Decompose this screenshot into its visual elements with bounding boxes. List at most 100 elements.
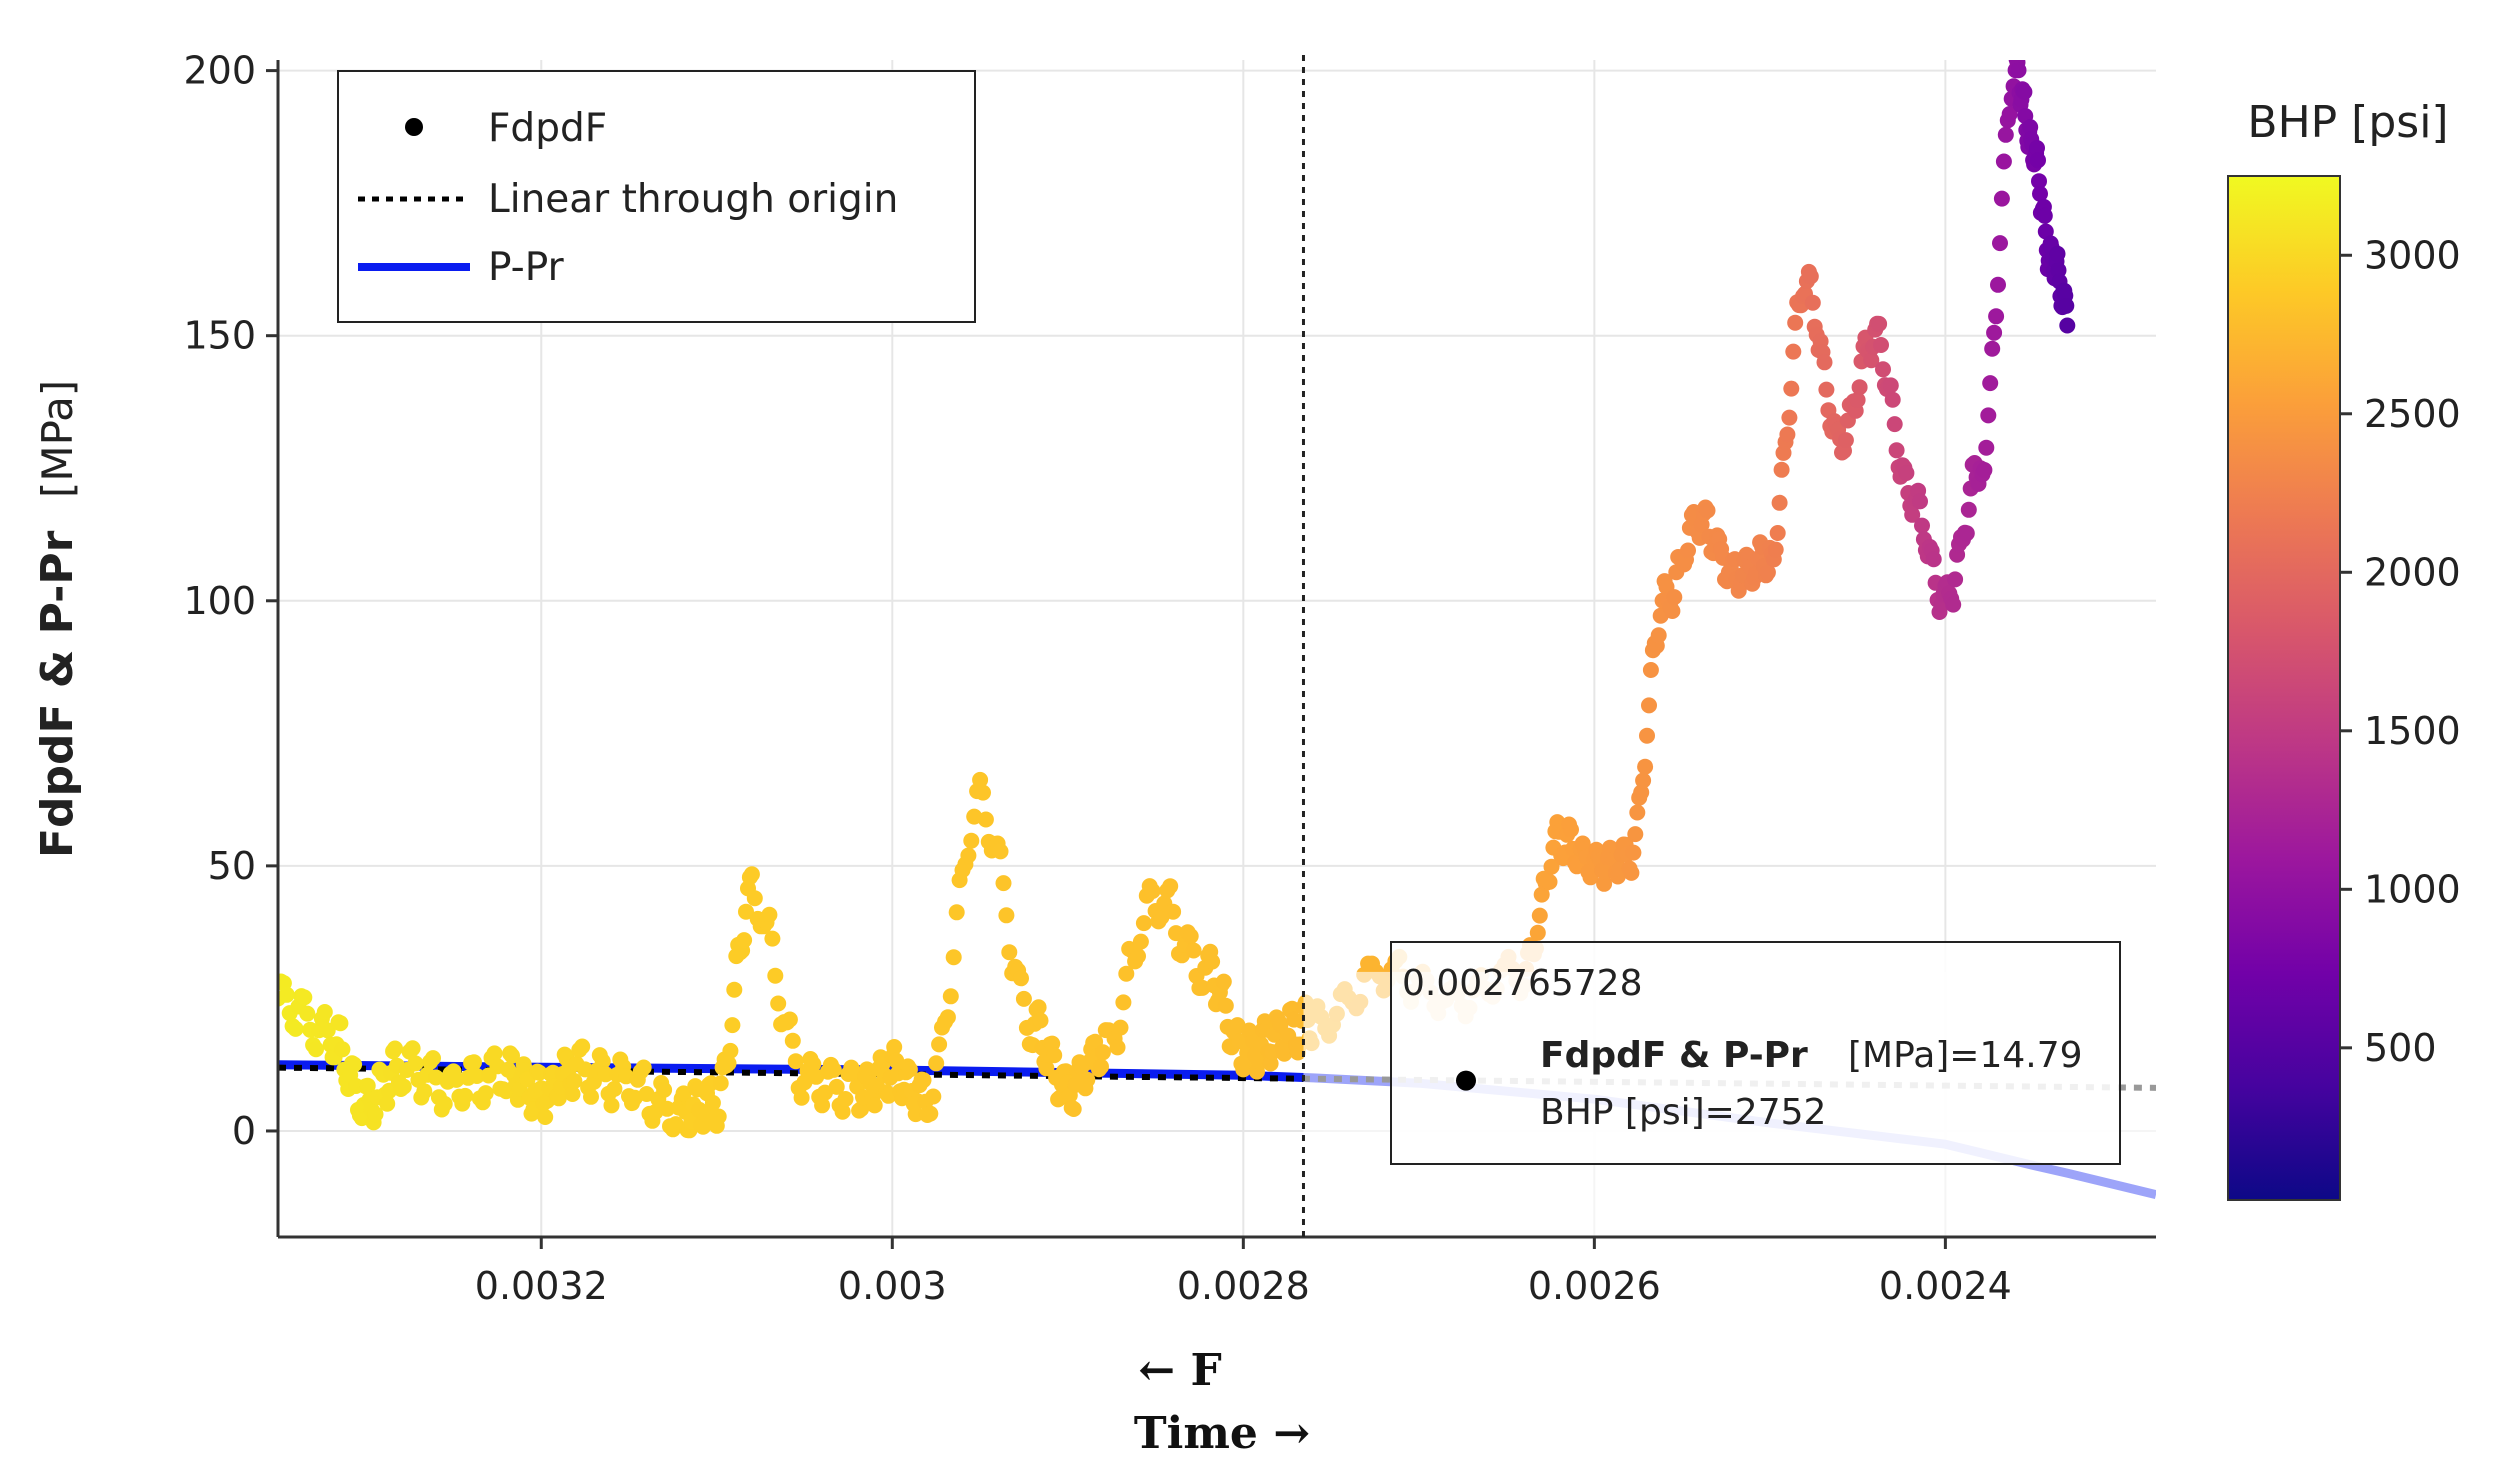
fdpdf-point (566, 1073, 583, 1089)
fdpdf-point (1093, 1058, 1109, 1075)
fdpdf-point (332, 1015, 349, 1032)
x-tick-label: 0.0026 (1528, 1264, 1661, 1308)
fdpdf-point (2010, 62, 2027, 79)
fdpdf-point (1888, 442, 1905, 459)
fdpdf-point (1912, 493, 1928, 510)
y-tick-label: 50 (208, 844, 256, 888)
fdpdf-point (1185, 942, 1202, 959)
fdpdf-point (770, 995, 787, 1012)
fdpdf-point (1543, 858, 1560, 875)
x-tick-label: 0.0024 (1879, 1264, 2012, 1308)
fdpdf-point (1204, 953, 1221, 970)
y-tick-label: 0 (232, 1109, 256, 1153)
fdpdf-point (992, 843, 1009, 860)
fdpdf-point (1787, 314, 1804, 331)
fdpdf-point (1182, 928, 1199, 945)
fdpdf-point (1884, 391, 1901, 408)
fdpdf-point (1650, 627, 1667, 644)
fdpdf-point (915, 1072, 932, 1089)
fdpdf-point (2032, 185, 2048, 202)
fdpdf-point (1112, 1019, 1129, 1036)
fdpdf-point (825, 1061, 842, 1078)
fdpdf-point (1783, 380, 1800, 397)
fdpdf-point (1802, 268, 1819, 285)
fdpdf-point (299, 1005, 316, 1022)
fdpdf-point (1980, 407, 1997, 424)
fdpdf-point (1984, 340, 2001, 357)
fdpdf-point (1816, 354, 1833, 371)
fdpdf-point (922, 1105, 939, 1122)
fdpdf-point (316, 1004, 333, 1020)
fdpdf-point (1818, 381, 1835, 398)
fdpdf-scatter-group (278, 60, 2076, 1139)
fdpdf-point (656, 1081, 673, 1098)
fdpdf-point (1046, 1047, 1063, 1064)
fdpdf-point (416, 1083, 433, 1100)
fdpdf-point (537, 1109, 554, 1125)
x-axis-label-line2: Time → (1134, 1408, 1310, 1459)
legend[interactable]: FdpdF Linear through origin P-Pr (337, 70, 976, 323)
fdpdf-point (1978, 439, 1995, 456)
fdpdf-point (746, 890, 763, 907)
fdpdf-point (606, 1080, 623, 1097)
x-ticks: 0.0032 0.003 0.0028 0.0026 0.0024 (475, 1237, 2012, 1308)
fdpdf-point (931, 1036, 948, 1053)
colorbar-tick-label: 500 (2364, 1026, 2437, 1070)
fdpdf-point (1960, 501, 1977, 518)
fdpdf-point (2058, 297, 2075, 314)
colorbar-bar (2227, 175, 2341, 1201)
fdpdf-point (1118, 965, 1135, 982)
fdpdf-point (287, 1020, 304, 1037)
colorbar: BHP [psi] 3000 2500 2000 1500 1000 500 (2227, 97, 2461, 1201)
fdpdf-point (1851, 379, 1868, 396)
x-tick-label: 0.003 (838, 1264, 947, 1308)
tooltip-bhp-value: BHP [psi]=2752 (1540, 1092, 1826, 1133)
y-ticks: 0 50 100 150 200 (183, 49, 278, 1153)
fdpdf-point (1030, 999, 1047, 1016)
fdpdf-point (564, 1086, 581, 1102)
fdpdf-point (767, 967, 784, 984)
fdpdf-point (1958, 525, 1975, 542)
fdpdf-point (1781, 409, 1798, 426)
fdpdf-point (387, 1040, 403, 1057)
fdpdf-point (814, 1097, 831, 1114)
fdpdf-point (761, 906, 778, 923)
colorbar-ticks: 3000 2500 2000 1500 1000 500 (2340, 233, 2461, 1070)
fdpdf-point (928, 1055, 945, 1072)
fdpdf-point (597, 1066, 614, 1083)
fdpdf-point (1231, 1033, 1248, 1050)
fdpdf-point (1132, 933, 1149, 950)
fdpdf-point (1013, 970, 1029, 987)
y-axis-label-bold: FdpdF & P-Pr (32, 530, 83, 858)
fdpdf-point (1217, 997, 1234, 1014)
fdpdf-point (1871, 315, 1888, 332)
fdpdf-point (907, 1106, 924, 1123)
fdpdf-point (1875, 361, 1891, 378)
fdpdf-point (1993, 190, 2010, 207)
fdpdf-point (1873, 337, 1889, 353)
fdpdf-point (1629, 804, 1646, 821)
fdpdf-point (837, 1091, 854, 1107)
fdpdf-point (781, 1011, 798, 1028)
fdpdf-point (2059, 317, 2076, 334)
fdpdf-point (1837, 432, 1854, 449)
fdpdf-point (574, 1038, 591, 1055)
fdpdf-point (359, 1077, 376, 1094)
tooltip-series-name: FdpdF & P-Pr (1540, 1035, 1808, 1076)
fdpdf-point (2029, 140, 2045, 156)
y-axis-label: FdpdF & P-Pr [MPa] (32, 380, 83, 858)
fdpdf-point (395, 1078, 412, 1095)
fdpdf-point (577, 1061, 594, 1078)
fdpdf-point (805, 1056, 822, 1073)
legend-marker-fdpdf (405, 118, 423, 136)
fdpdf-point (1767, 541, 1784, 558)
fdpdf-point (583, 1088, 599, 1105)
y-tick-label: 200 (183, 49, 256, 93)
fdpdf-point (1165, 903, 1182, 920)
fdpdf-point (1976, 462, 1993, 478)
fdpdf-point (1759, 564, 1776, 581)
fdpdf-point (695, 1118, 712, 1135)
fdpdf-point (2001, 106, 2018, 122)
fdpdf-point (1769, 525, 1786, 541)
